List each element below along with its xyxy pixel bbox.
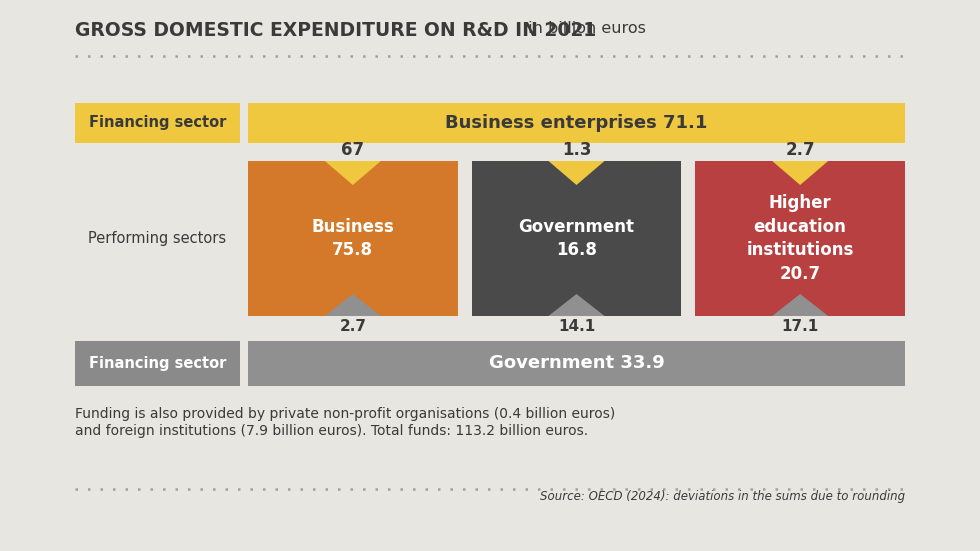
Text: 17.1: 17.1	[781, 319, 819, 334]
Text: Funding is also provided by private non-profit organisations (0.4 billion euros): Funding is also provided by private non-…	[75, 407, 615, 421]
Text: Higher
education
institutions
20.7: Higher education institutions 20.7	[747, 194, 854, 283]
Text: in billion euros: in billion euros	[523, 21, 646, 36]
Text: 14.1: 14.1	[558, 319, 595, 334]
Text: Business
75.8: Business 75.8	[312, 218, 394, 260]
Text: GROSS DOMESTIC EXPENDITURE ON R&D IN 2021: GROSS DOMESTIC EXPENDITURE ON R&D IN 202…	[75, 21, 596, 40]
Text: Business enterprises 71.1: Business enterprises 71.1	[445, 114, 708, 132]
Bar	[248, 103, 905, 143]
Bar	[75, 103, 240, 143]
Polygon shape	[324, 161, 381, 185]
Polygon shape	[772, 294, 828, 316]
Text: and foreign institutions (7.9 billion euros). Total funds: 113.2 billion euros.: and foreign institutions (7.9 billion eu…	[75, 424, 588, 438]
Text: Source: OECD (2024): deviations in the sums due to rounding: Source: OECD (2024): deviations in the s…	[540, 490, 905, 503]
Text: Government
16.8: Government 16.8	[518, 218, 634, 260]
Polygon shape	[772, 161, 828, 185]
Text: 2.7: 2.7	[339, 319, 367, 334]
Text: Financing sector: Financing sector	[89, 356, 226, 371]
Polygon shape	[549, 294, 605, 316]
Text: Financing sector: Financing sector	[89, 116, 226, 131]
Text: 67: 67	[341, 141, 365, 159]
Text: 2.7: 2.7	[785, 141, 815, 159]
Text: Government 33.9: Government 33.9	[489, 354, 664, 372]
Bar	[248, 161, 458, 316]
Polygon shape	[549, 161, 605, 185]
Bar	[471, 161, 681, 316]
Bar	[75, 341, 240, 386]
Bar	[696, 161, 905, 316]
Bar	[248, 341, 905, 386]
Text: 1.3: 1.3	[562, 141, 591, 159]
Text: Performing sectors: Performing sectors	[88, 231, 226, 246]
Polygon shape	[324, 294, 381, 316]
